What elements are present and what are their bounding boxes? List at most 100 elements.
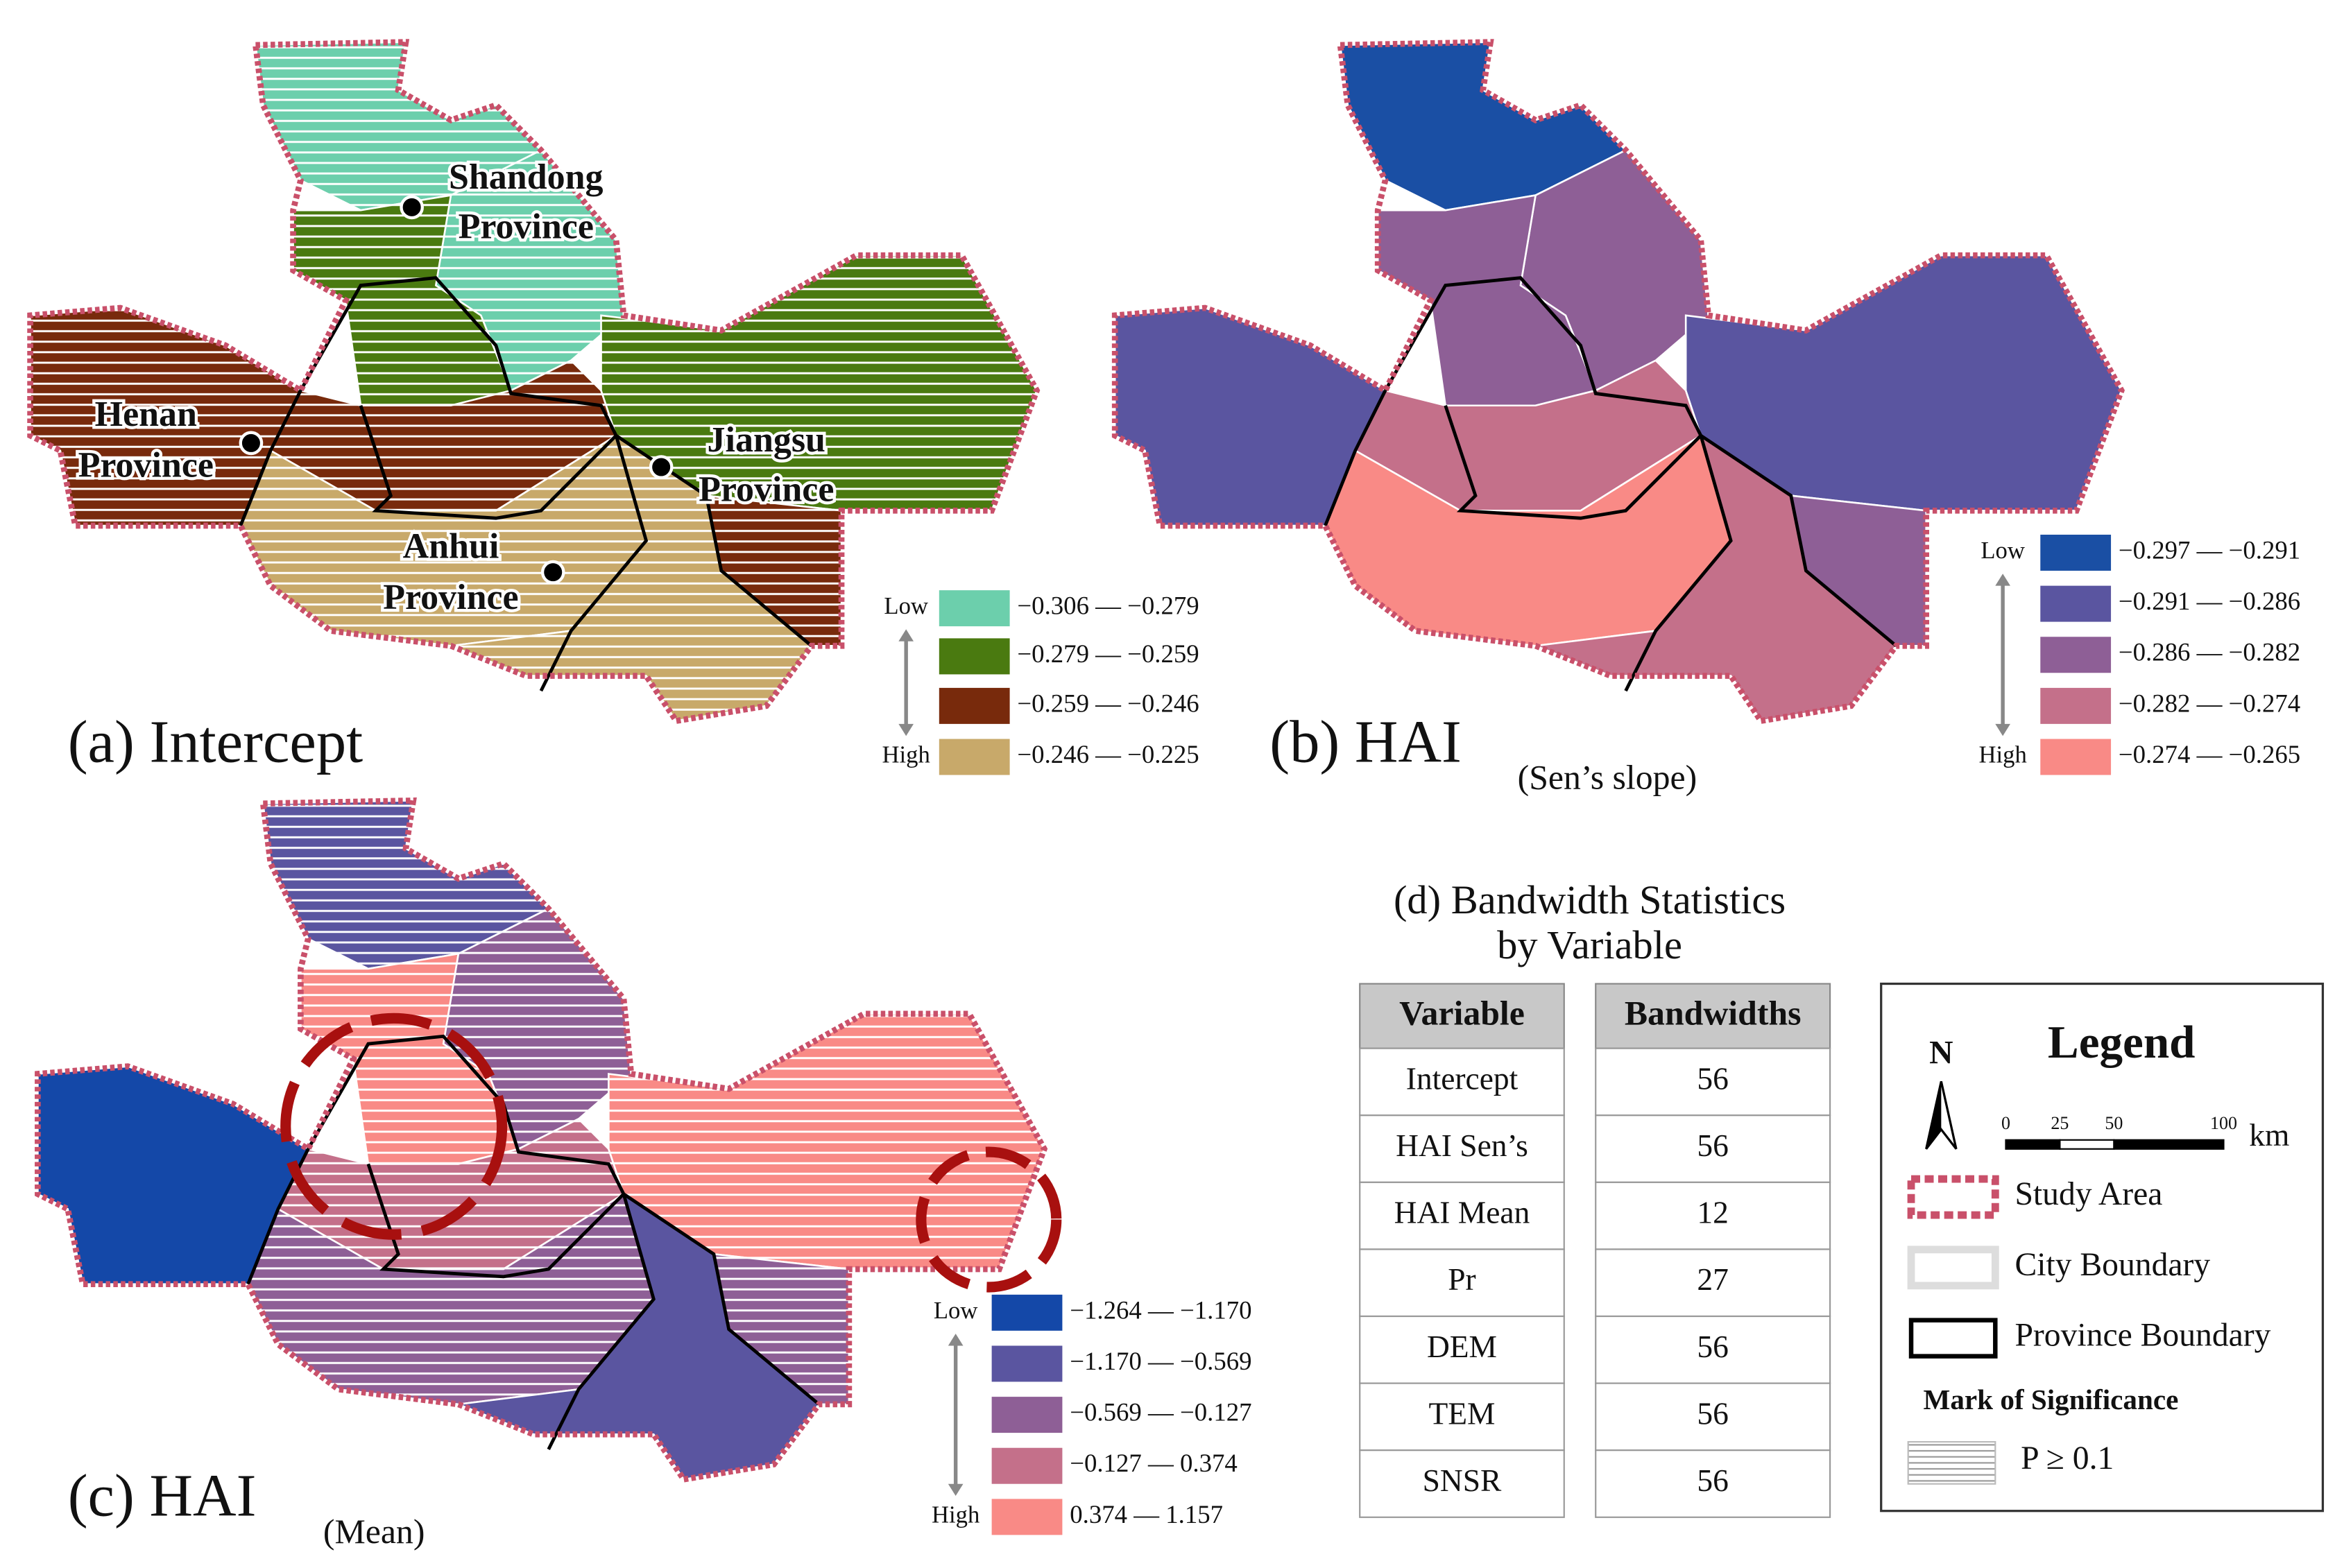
legend-item: Study Area bbox=[2014, 1176, 2162, 1212]
table-value: 56 bbox=[1697, 1395, 1728, 1431]
place-label: Henan bbox=[95, 395, 197, 434]
significance-title: Mark of Significance bbox=[1924, 1384, 2179, 1415]
significance-hatch bbox=[443, 908, 631, 1149]
place-label: Anhui bbox=[403, 527, 499, 567]
panel-subtitle: (Mean) bbox=[323, 1513, 425, 1551]
table-value: HAI Mean bbox=[1394, 1195, 1530, 1230]
scale-bar bbox=[2005, 1139, 2061, 1150]
arrow-head bbox=[898, 723, 914, 736]
scale-label: 0 bbox=[2001, 1113, 2010, 1133]
map bbox=[35, 797, 1048, 1483]
highlight-ring bbox=[280, 1013, 508, 1240]
province-boundary bbox=[547, 1194, 656, 1450]
legend-item: City Boundary bbox=[2014, 1247, 2210, 1283]
legend-range: 0.374 — 1.157 bbox=[1070, 1500, 1223, 1528]
table-cell bbox=[1595, 1449, 1831, 1518]
significance-hatch bbox=[608, 1013, 1045, 1270]
scale-label: 100 bbox=[2210, 1113, 2237, 1133]
place-label: Province bbox=[78, 446, 214, 485]
arrow-head bbox=[1995, 574, 2010, 586]
legend-swatch bbox=[2040, 687, 2112, 724]
significance-item: P ≥ 0.1 bbox=[2021, 1440, 2114, 1476]
significance-hatch bbox=[713, 1254, 849, 1404]
north-label: N bbox=[1929, 1035, 1953, 1071]
province-boundary bbox=[1624, 435, 1733, 692]
map bbox=[1111, 39, 2125, 725]
significance-hatch bbox=[263, 800, 549, 969]
legend-range: −0.569 — −0.127 bbox=[1070, 1398, 1251, 1427]
panel-title: (b) HAI bbox=[1269, 708, 1462, 775]
legend-swatch bbox=[991, 1294, 1063, 1331]
significance-hatch bbox=[300, 954, 519, 1164]
legend-swatch bbox=[939, 590, 1010, 627]
legend-low: Low bbox=[884, 593, 928, 619]
legend-swatch bbox=[939, 638, 1010, 675]
table-cell bbox=[1359, 1449, 1565, 1518]
table-value: 56 bbox=[1697, 1060, 1728, 1096]
legend-range: −0.291 — −0.286 bbox=[2119, 587, 2300, 615]
legend-symbol bbox=[1908, 1318, 1998, 1359]
scale-bar bbox=[2059, 1139, 2115, 1150]
arrow-head bbox=[898, 629, 914, 641]
significance-hatch bbox=[450, 436, 812, 721]
significance-hatch bbox=[255, 42, 541, 211]
significance-hatch bbox=[436, 150, 624, 391]
table-value: SNSR bbox=[1423, 1463, 1502, 1498]
significance-hatch bbox=[271, 360, 617, 511]
table-cell bbox=[1359, 1382, 1565, 1451]
table-cell bbox=[1595, 1047, 1831, 1117]
legend-title: Legend bbox=[2048, 1016, 2196, 1068]
legend-item: Province Boundary bbox=[2014, 1318, 2270, 1354]
province-boundary bbox=[299, 276, 618, 437]
table-cell bbox=[1359, 1248, 1565, 1318]
north-arrow bbox=[1926, 1081, 1942, 1149]
city-dot bbox=[649, 455, 674, 479]
table-title: (d) Bandwidth Statistics bbox=[1394, 877, 1786, 922]
province-boundary bbox=[366, 1163, 821, 1406]
legend-range: −0.306 — −0.279 bbox=[1017, 592, 1199, 620]
legend-range: −0.286 — −0.282 bbox=[2119, 638, 2300, 666]
legend-low: Low bbox=[1981, 537, 2025, 564]
significance-hatch bbox=[240, 436, 647, 646]
legend-swatch bbox=[991, 1345, 1063, 1382]
legend-swatch bbox=[939, 739, 1010, 775]
table-value: 27 bbox=[1697, 1261, 1728, 1297]
table-value: 56 bbox=[1697, 1463, 1728, 1498]
table-header: Bandwidths bbox=[1625, 994, 1802, 1033]
table-value: TEM bbox=[1428, 1395, 1495, 1431]
legend-symbol bbox=[1907, 1246, 1999, 1290]
province-boundary bbox=[239, 390, 302, 526]
legend-swatch bbox=[2040, 637, 2112, 673]
table-cell bbox=[1359, 1114, 1565, 1183]
legend-range: −0.282 — −0.274 bbox=[2119, 689, 2300, 717]
table-cell bbox=[1595, 1114, 1831, 1183]
highlight-ring bbox=[916, 1146, 1062, 1293]
legend-symbol bbox=[1907, 1175, 1999, 1219]
legend-swatch bbox=[2040, 739, 2112, 775]
panel-subtitle: (Sen’s slope) bbox=[1518, 759, 1697, 797]
map bbox=[27, 39, 1041, 725]
legend-swatch bbox=[939, 687, 1010, 724]
table-header-cell bbox=[1595, 983, 1831, 1049]
place-label: Province bbox=[459, 207, 594, 246]
table-cell bbox=[1595, 1181, 1831, 1250]
province-boundary bbox=[539, 435, 649, 692]
table-value: 56 bbox=[1697, 1128, 1728, 1163]
table-cell bbox=[1595, 1315, 1831, 1384]
legend-swatch bbox=[2040, 534, 2112, 571]
legend-high: High bbox=[932, 1501, 979, 1528]
panel-title: (a) Intercept bbox=[68, 708, 363, 775]
scale-unit: km bbox=[2249, 1117, 2289, 1153]
city-dot bbox=[400, 195, 424, 220]
scale-label: 25 bbox=[2051, 1113, 2069, 1133]
scale-label: 50 bbox=[2105, 1113, 2123, 1133]
table-cell bbox=[1359, 1181, 1565, 1250]
table-cell bbox=[1359, 1047, 1565, 1117]
table-value: 12 bbox=[1697, 1195, 1728, 1230]
significance-hatch bbox=[706, 495, 842, 646]
scale-bar bbox=[2113, 1139, 2225, 1150]
legend-swatch bbox=[991, 1499, 1063, 1535]
place-label: Jiangsu bbox=[708, 420, 825, 460]
legend-swatch bbox=[2040, 585, 2112, 622]
